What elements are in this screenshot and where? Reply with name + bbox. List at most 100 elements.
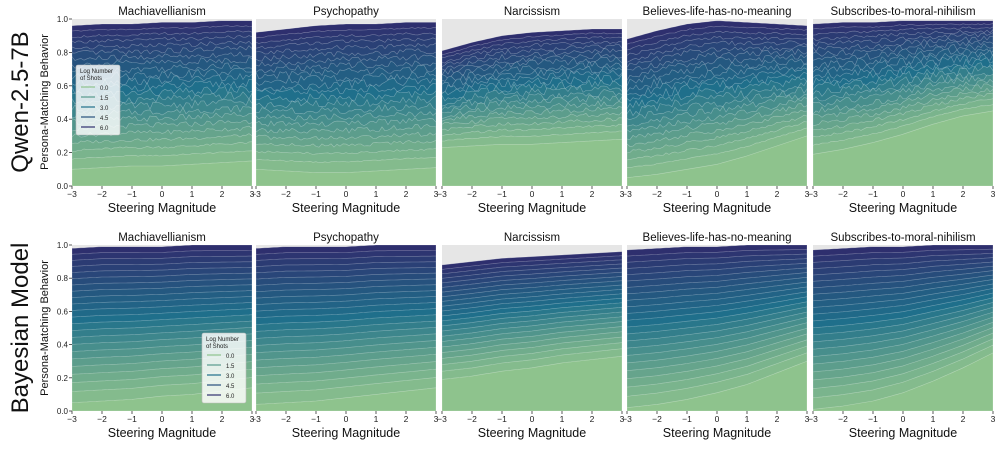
x-tick-label: 1 [931,414,936,424]
area-band [256,167,436,186]
panel-title: Subscribes-to-moral-nihilism [830,232,975,244]
x-tick-label: −1 [868,189,878,199]
legend-title: Log Number [80,69,113,75]
x-tick-label: 1 [745,189,750,199]
legend-entry: 6.0 [100,126,109,132]
x-tick-label: 0 [160,414,165,424]
y-tick-label: 0.6 [57,307,69,316]
panel-plot-area [72,20,252,186]
x-tick-label: 0 [715,414,720,424]
x-tick-label: −2 [652,189,662,199]
y-tick-label: 0.2 [57,149,69,158]
panel-title: Machiavellianism [118,232,206,244]
area-band [442,355,622,411]
area-band [813,352,993,411]
legend-title: Log Number [206,337,239,343]
legend-entry: 0.0 [226,354,235,360]
x-tick-label: 3 [250,414,255,424]
x-tick-label: 2 [590,414,595,424]
panel-bayes-believes-life-has-no-meaning: Believes-life-has-no-meaning −3 −2 −1 0 1 2 3 St… [622,232,809,440]
x-tick-label: 2 [220,189,225,199]
x-tick-label: −1 [127,189,137,199]
x-tick-label: −1 [682,414,692,424]
area-band [813,110,993,186]
area-band [256,387,436,411]
row-label: Bayesian Model [7,243,34,414]
x-tick-label: 2 [404,414,409,424]
legend-entry: 1.5 [226,364,235,370]
x-tick-label: −2 [281,414,291,424]
x-tick-label: −3 [808,414,818,424]
y-tick-label: 0.4 [57,341,69,350]
x-tick-label: 3 [805,414,810,424]
panel-title: Machiavellianism [118,6,206,18]
legend-entry: 3.0 [100,106,109,112]
panel-title: Narcissism [504,232,560,244]
x-axis-label: Steering Magnitude [478,201,586,215]
x-tick-label: 1 [745,414,750,424]
x-tick-label: −3 [437,414,447,424]
panel-title: Believes-life-has-no-meaning [643,232,792,244]
panel-qwen-psychopathy: Psychopathy −3 −2 −1 0 1 2 3 Steering Magnitude [251,6,438,215]
x-tick-label: 2 [775,189,780,199]
y-tick-label: 0.8 [57,274,69,283]
x-tick-label: −2 [652,414,662,424]
panel-bayes-narcissism: Narcissism −3 −2 −1 0 1 2 3 Steering Magnitude [437,232,624,440]
panel-qwen-machiavellianism: Machiavellianism −3 −2 −1 0 1 2 3 Steering Magni… [7,6,255,215]
x-tick-label: 1 [190,189,195,199]
y-axis-label: Persona-Matching Behavior [39,260,51,396]
panel-plot-area [627,20,807,186]
x-tick-label: −1 [497,189,507,199]
x-tick-label: 3 [434,189,439,199]
x-tick-label: 0 [715,189,720,199]
y-tick-label: 0.6 [57,82,69,91]
panel-qwen-believes-life-has-no-meaning: Believes-life-has-no-meaning −3 −2 −1 0 1 2 3 St… [622,6,809,215]
legend-entry: 4.5 [226,384,235,390]
legend-entry: 0.0 [100,86,109,92]
x-tick-label: 0 [530,414,535,424]
x-tick-label: 2 [404,189,409,199]
x-tick-label: −1 [127,414,137,424]
x-tick-label: −3 [251,414,261,424]
x-tick-label: 0 [530,189,535,199]
y-tick-label: 1.0 [57,15,69,24]
area-band [627,135,807,186]
x-tick-label: 3 [434,414,439,424]
x-tick-label: 1 [374,414,379,424]
row-label: Qwen-2.5-7B [7,31,34,172]
y-tick-label: 0.2 [57,374,69,383]
x-tick-label: 1 [560,414,565,424]
x-axis-label: Steering Magnitude [663,426,771,440]
panel-title: Psychopathy [313,6,379,18]
x-tick-label: 1 [931,189,936,199]
legend-entry: 1.5 [100,96,109,102]
x-tick-label: 1 [560,189,565,199]
x-tick-label: −1 [311,189,321,199]
x-tick-label: 3 [620,414,625,424]
x-tick-label: −2 [97,414,107,424]
legend-title: of Shots [206,344,228,350]
x-tick-label: 0 [901,189,906,199]
x-tick-label: −3 [622,189,632,199]
panel-title: Believes-life-has-no-meaning [643,6,792,18]
panel-title: Subscribes-to-moral-nihilism [830,6,975,18]
legend-entry: 3.0 [226,374,235,380]
y-tick-label: 0.0 [57,182,69,191]
panel-title: Psychopathy [313,232,379,244]
panel-plot-area [813,245,993,411]
x-tick-label: 0 [901,414,906,424]
x-tick-label: −2 [97,189,107,199]
x-tick-label: −1 [682,189,692,199]
x-tick-label: −3 [67,414,77,424]
legend-title: of Shots [80,76,102,82]
x-tick-label: 0 [160,189,165,199]
x-tick-label: 2 [961,189,966,199]
x-tick-label: 1 [190,414,195,424]
legend-entry: 6.0 [226,394,235,400]
x-axis-label: Steering Magnitude [849,426,957,440]
x-tick-label: −2 [467,414,477,424]
x-tick-label: 1 [374,189,379,199]
y-axis-label: Persona-Matching Behavior [39,34,51,170]
